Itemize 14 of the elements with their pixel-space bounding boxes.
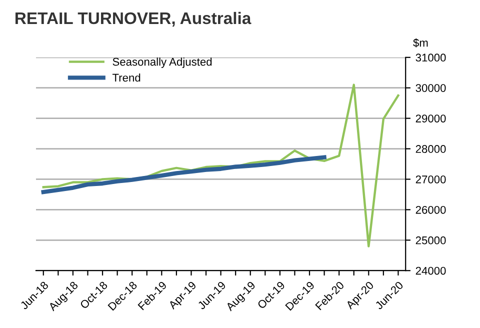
- y-tick-label: 26000: [416, 206, 446, 214]
- y-tick-label: 27000: [416, 175, 446, 184]
- chart-title: RETAIL TURNOVER, Australia: [16, 12, 252, 27]
- y-tick-label: 24000: [416, 266, 446, 275]
- line-series: [41, 155, 326, 194]
- line-series: [42, 84, 400, 248]
- y-axis-title: $m: [413, 38, 428, 48]
- y-tick-label: 31000: [416, 54, 446, 62]
- y-tick-label: 25000: [416, 236, 446, 244]
- legend-label: Trend: [112, 73, 140, 82]
- legend-label: Seasonally Adjusted: [112, 58, 212, 68]
- y-tick-label: 29000: [416, 114, 446, 122]
- y-tick-label: 30000: [416, 84, 446, 92]
- y-tick-label: 28000: [416, 145, 446, 153]
